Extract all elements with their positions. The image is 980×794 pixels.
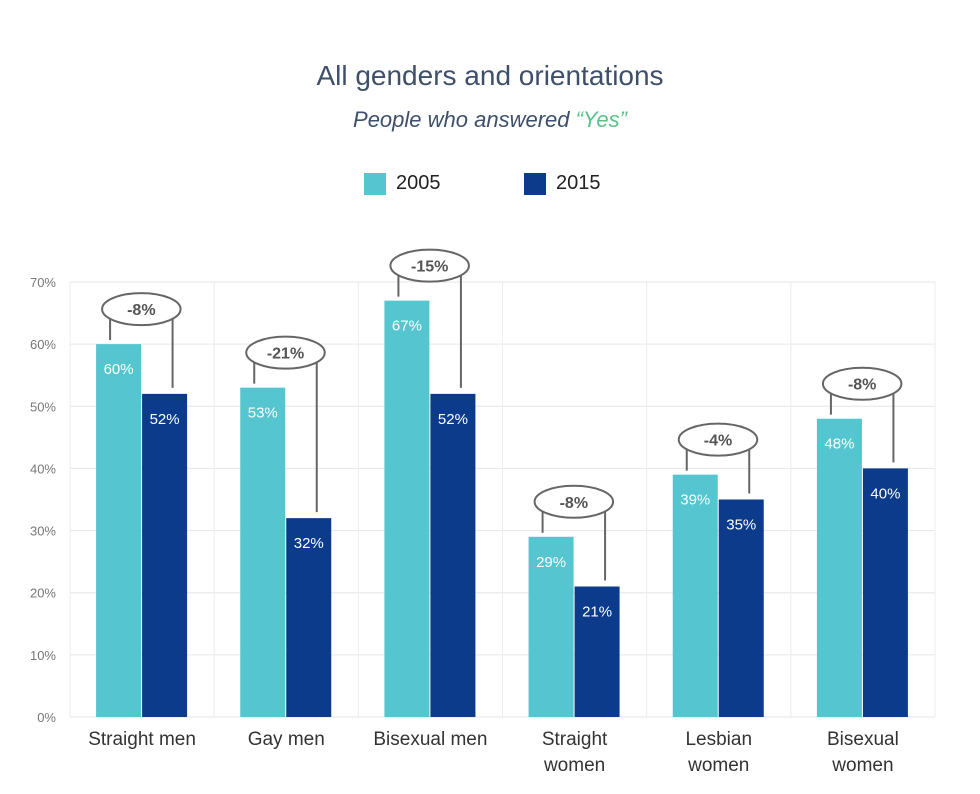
diff-oval-0 bbox=[101, 292, 182, 327]
chart-legend: 2005 2015 bbox=[0, 172, 980, 202]
value-label-2005-5: 48% bbox=[824, 436, 854, 453]
category-label-3-1: women bbox=[543, 755, 605, 776]
legend-swatch-2005 bbox=[364, 172, 386, 195]
legend-item-2015: 2015 bbox=[524, 172, 601, 195]
category-label-1-0: Gay men bbox=[248, 729, 325, 750]
value-label-2015-2: 52% bbox=[438, 411, 468, 428]
bar-2005-2 bbox=[384, 300, 430, 717]
category-label-2-0: Bisexual men bbox=[373, 729, 487, 750]
diff-label-4: -4% bbox=[704, 433, 732, 450]
bar-2015-2 bbox=[430, 393, 476, 717]
category-label-4-0: Lesbian bbox=[685, 729, 752, 750]
category-label-3-0: Straight bbox=[542, 729, 608, 750]
diff-label-5: -8% bbox=[848, 377, 876, 394]
bar-2005-3 bbox=[528, 536, 574, 717]
value-label-2005-0: 60% bbox=[104, 361, 134, 378]
value-label-2015-0: 52% bbox=[150, 411, 180, 428]
bar-2015-5 bbox=[862, 468, 908, 717]
diff-label-1: -21% bbox=[267, 346, 304, 363]
diff-label-2: -15% bbox=[411, 259, 448, 276]
diff-oval-3 bbox=[533, 484, 615, 519]
bar-2005-4 bbox=[672, 474, 718, 717]
bar-2005-0 bbox=[96, 344, 142, 717]
value-label-2015-1: 32% bbox=[294, 535, 324, 552]
bar-2015-1 bbox=[286, 518, 332, 717]
value-label-2005-3: 29% bbox=[536, 554, 566, 571]
diff-oval-5 bbox=[821, 366, 903, 401]
bar-2005-1 bbox=[240, 387, 286, 717]
diff-oval-4 bbox=[677, 422, 759, 457]
y-tick-label-1: 10% bbox=[30, 648, 56, 663]
diff-label-3: -8% bbox=[560, 495, 588, 512]
value-label-2015-3: 21% bbox=[582, 604, 612, 621]
diff-label-0: -8% bbox=[127, 302, 155, 319]
category-label-0-0: Straight men bbox=[88, 729, 196, 750]
value-label-2015-5: 40% bbox=[870, 485, 900, 502]
legend-swatch-2015 bbox=[524, 172, 546, 195]
bar-2015-4 bbox=[718, 499, 764, 717]
y-tick-label-0: 0% bbox=[37, 710, 56, 725]
diff-oval-1 bbox=[245, 335, 326, 370]
legend-label-2015: 2015 bbox=[556, 172, 601, 194]
value-label-2005-2: 67% bbox=[392, 318, 422, 335]
chart-title: All genders and orientations bbox=[316, 60, 664, 91]
y-tick-label-4: 40% bbox=[30, 461, 56, 476]
category-label-4-1: women bbox=[687, 755, 749, 776]
y-tick-label-3: 30% bbox=[30, 524, 56, 539]
chart-subtitle: People who answered “Yes” bbox=[0, 107, 980, 133]
subtitle-highlight: “Yes” bbox=[575, 107, 627, 132]
bar-2015-3 bbox=[574, 586, 620, 717]
y-tick-label-5: 50% bbox=[30, 399, 56, 414]
legend-item-2005: 2005 bbox=[364, 172, 441, 195]
value-label-2005-1: 53% bbox=[248, 405, 278, 422]
category-label-5-1: women bbox=[831, 755, 893, 776]
y-tick-label-7: 70% bbox=[30, 275, 56, 290]
legend-label-2005: 2005 bbox=[396, 172, 441, 194]
diff-oval-2 bbox=[389, 248, 470, 283]
y-tick-label-2: 20% bbox=[30, 586, 56, 601]
bar-2015-0 bbox=[142, 393, 188, 717]
value-label-2015-4: 35% bbox=[726, 517, 756, 534]
bar-2005-5 bbox=[816, 418, 862, 717]
subtitle-text: People who answered bbox=[353, 107, 576, 132]
category-label-5-0: Bisexual bbox=[827, 729, 899, 750]
value-label-2005-4: 39% bbox=[680, 492, 710, 509]
y-tick-label-6: 60% bbox=[30, 337, 56, 352]
